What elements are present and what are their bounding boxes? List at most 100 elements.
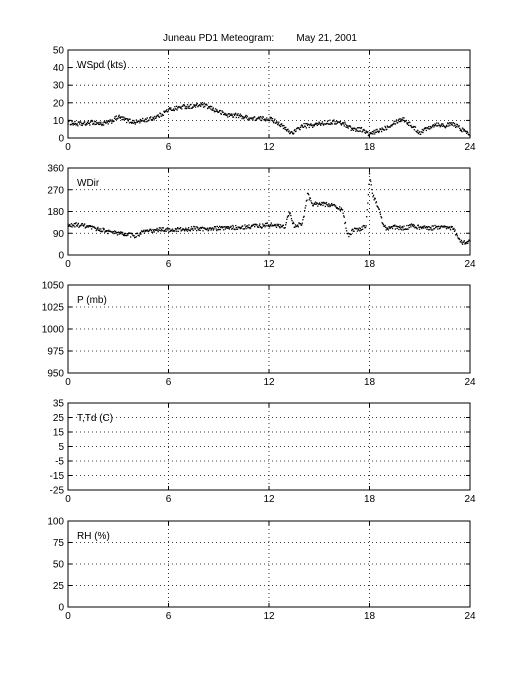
wspd-kts-data-point: [311, 124, 313, 126]
wdir-data-point: [148, 229, 151, 231]
wdir-data-point: [447, 227, 449, 229]
wspd-kts-data-point: [459, 129, 461, 132]
wspd-kts-ytick-label: 30: [53, 81, 65, 92]
wspd-kts-data-point: [186, 106, 188, 108]
wspd-kts-data-point: [230, 114, 232, 117]
wspd-kts-data-point: [382, 128, 384, 131]
wspd-kts-data-point: [288, 130, 290, 132]
wspd-kts-data-point: [99, 123, 101, 125]
wspd-kts-data-point: [440, 124, 442, 126]
wspd-kts-data-point: [292, 133, 294, 135]
wdir-data-point: [76, 225, 78, 227]
wdir-data-point: [449, 227, 451, 229]
wdir-data-point: [345, 227, 347, 229]
wspd-kts-data-point: [270, 116, 272, 119]
wspd-kts-data-point: [214, 110, 216, 113]
t-td-c-ytick-label: -25: [50, 486, 65, 497]
wdir-data-point: [169, 228, 171, 230]
wspd-kts-data-point: [123, 119, 125, 121]
wdir-data-point: [241, 225, 244, 227]
wdir-data-point: [89, 225, 91, 228]
wdir-data-point: [263, 224, 266, 226]
wdir-data-point: [179, 228, 181, 230]
wspd-kts-data-point: [232, 116, 235, 118]
p-mb-ytick-label: 1025: [42, 303, 65, 314]
wspd-kts-data-point: [456, 124, 459, 126]
wspd-kts-data-point: [179, 107, 182, 109]
wspd-kts-data-point: [74, 122, 77, 125]
wdir-data-point: [382, 222, 384, 225]
wdir-data-point: [379, 211, 381, 214]
wdir-data-point: [93, 226, 96, 228]
wdir-data-point: [422, 225, 424, 228]
wspd-kts-data-point: [234, 113, 236, 115]
wspd-kts-data-point: [465, 130, 467, 133]
wdir-data-point: [153, 231, 155, 233]
wspd-kts-data-point: [299, 126, 302, 129]
wspd-kts-data-point: [148, 119, 150, 121]
wdir-data-point: [258, 224, 260, 227]
wspd-kts-data-point: [167, 110, 169, 113]
wspd-kts-data-point: [94, 123, 96, 126]
wspd-kts-data-point: [235, 116, 237, 119]
wspd-kts-data-point: [102, 122, 104, 124]
wdir-data-point: [430, 227, 432, 229]
wdir-data-point: [144, 229, 147, 231]
wspd-kts-data-point: [395, 120, 397, 122]
wdir-data-point: [206, 227, 209, 229]
wdir-data-point: [103, 228, 105, 230]
wspd-kts-data-point: [209, 107, 211, 109]
wspd-kts-data-point: [310, 123, 312, 125]
wdir-data-point: [413, 224, 415, 226]
wspd-kts-data-point: [360, 126, 363, 129]
wdir-data-point: [227, 227, 229, 229]
wdir-data-point: [342, 212, 344, 214]
wspd-kts-data-point: [86, 123, 88, 125]
wdir-data-point: [306, 199, 308, 201]
wspd-kts-data-point: [179, 106, 181, 108]
wdir-data-point: [268, 226, 271, 228]
wspd-kts-data-point: [198, 104, 200, 107]
wdir-data-point: [194, 228, 197, 230]
wspd-kts-data-point: [169, 107, 171, 109]
wspd-kts-data-point: [104, 121, 107, 124]
wdir-data-point: [359, 230, 361, 232]
wdir-data-point: [207, 230, 209, 232]
wdir-data-point: [457, 237, 459, 239]
wdir-data-point: [181, 229, 183, 231]
wspd-kts-data-point: [188, 106, 190, 108]
wdir-data-point: [401, 229, 403, 231]
wdir-data-point: [117, 231, 120, 233]
wdir-data-point: [85, 226, 88, 228]
wspd-kts-data-point: [183, 104, 185, 106]
wdir-data-point: [424, 225, 426, 227]
wdir-data-point: [321, 201, 323, 204]
wdir-data-point: [261, 226, 263, 229]
wspd-kts-data-point: [355, 130, 357, 132]
wspd-kts-data-point: [176, 109, 178, 111]
wdir-data-point: [86, 225, 89, 227]
wdir-data-point: [239, 226, 241, 228]
wdir-data-point: [445, 225, 447, 228]
wspd-kts-data-point: [397, 122, 399, 124]
wdir-data-point: [441, 225, 443, 227]
wspd-kts-data-point: [291, 131, 293, 133]
wspd-kts-data-point: [371, 130, 374, 133]
wdir-data-point: [375, 202, 377, 204]
wspd-kts-data-point: [433, 126, 435, 128]
wdir-data-point: [239, 228, 241, 230]
wdir-data-point: [259, 225, 262, 228]
wdir-xtick-label: 12: [263, 259, 275, 270]
wdir-data-point: [367, 194, 370, 196]
wspd-kts-data-point: [189, 107, 191, 110]
wspd-kts-data-point: [87, 120, 89, 122]
wspd-kts-data-point: [449, 124, 451, 126]
wdir-data-point: [215, 228, 217, 230]
wdir-data-point: [185, 227, 187, 229]
wdir-data-point: [180, 230, 182, 232]
wspd-kts-data-point: [212, 107, 214, 109]
wspd-kts-data-point: [395, 119, 398, 121]
wspd-kts-data-point: [244, 116, 246, 119]
wspd-kts-data-point: [141, 119, 143, 122]
